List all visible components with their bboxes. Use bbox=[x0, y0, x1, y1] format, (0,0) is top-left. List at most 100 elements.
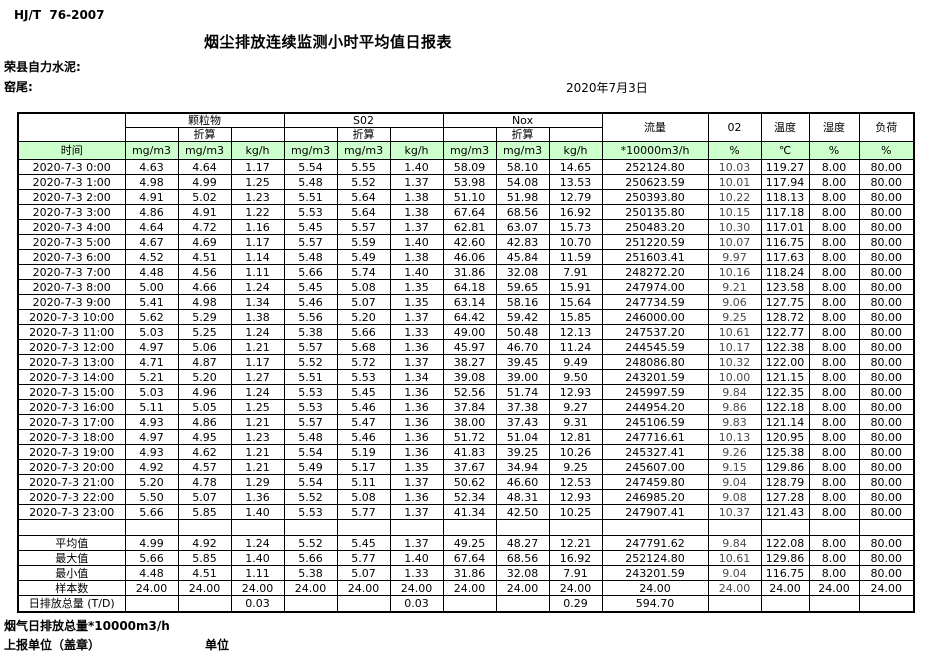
value-cell: 10.17 bbox=[707, 339, 762, 355]
value-cell: 39.08 bbox=[442, 369, 497, 385]
value-cell: 247791.62 bbox=[601, 535, 709, 551]
value-cell: 80.00 bbox=[858, 474, 915, 490]
value-cell: 80.00 bbox=[858, 414, 915, 430]
value-cell: 123.58 bbox=[760, 279, 810, 295]
value-cell: 39.45 bbox=[495, 354, 550, 370]
summary-row: 最小值 4.48 4.51 1.11 5.38 5.07 1.33 31.86 32.08 7.9… bbox=[17, 565, 915, 581]
time-cell: 2020-7-3 21:00 bbox=[17, 474, 126, 490]
time-cell: 2020-7-3 2:00 bbox=[17, 189, 126, 205]
summary-label: 样本数 bbox=[17, 580, 126, 596]
value-cell: 243201.59 bbox=[601, 565, 709, 581]
value-cell: 24.00 bbox=[495, 580, 550, 596]
empty-cell bbox=[389, 519, 444, 536]
value-cell: 5.17 bbox=[336, 459, 391, 475]
value-cell: 1.40 bbox=[389, 550, 444, 566]
group-header-so2: S02 bbox=[283, 112, 444, 128]
value-cell: 80.00 bbox=[858, 489, 915, 505]
value-cell: 8.00 bbox=[808, 264, 860, 280]
value-cell: 1.37 bbox=[389, 504, 444, 520]
value-cell: 5.45 bbox=[336, 535, 391, 551]
time-cell: 2020-7-3 8:00 bbox=[17, 279, 126, 295]
value-cell: 8.00 bbox=[808, 159, 860, 175]
value-cell: 5.03 bbox=[124, 324, 179, 340]
value-cell: 9.26 bbox=[707, 444, 762, 460]
value-cell: 8.00 bbox=[808, 414, 860, 430]
page-title: 烟尘排放连续监测小时平均值日报表 bbox=[203, 33, 452, 51]
value-cell: 7.91 bbox=[548, 565, 603, 581]
value-cell: 24.00 bbox=[760, 580, 810, 596]
value-cell: 4.93 bbox=[124, 414, 179, 430]
value-cell: 4.92 bbox=[177, 535, 232, 551]
value-cell: 12.53 bbox=[548, 474, 603, 490]
value-cell: 1.33 bbox=[389, 324, 444, 340]
value-cell: 247716.61 bbox=[601, 429, 709, 445]
value-cell: 54.08 bbox=[495, 174, 550, 190]
value-cell: 5.85 bbox=[177, 550, 232, 566]
data-row: 2020-7-3 18:00 4.97 4.95 1.23 5.48 5.46 1.36 51… bbox=[17, 429, 915, 445]
data-row: 2020-7-3 7:00 4.48 4.56 1.11 5.66 5.74 1.40 31.… bbox=[17, 264, 915, 280]
value-cell: 1.40 bbox=[230, 504, 285, 520]
value-cell: 80.00 bbox=[858, 535, 915, 551]
unit-cell: mg/m3 bbox=[336, 141, 391, 160]
value-cell: 1.37 bbox=[389, 174, 444, 190]
value-cell: 121.14 bbox=[760, 414, 810, 430]
value-cell: 58.16 bbox=[495, 294, 550, 310]
value-cell: 5.45 bbox=[283, 279, 338, 295]
value-cell: 4.98 bbox=[177, 294, 232, 310]
value-cell: 9.97 bbox=[707, 249, 762, 265]
value-cell: 1.17 bbox=[230, 354, 285, 370]
summary-label: 日排放总量 (T/D) bbox=[17, 595, 126, 613]
value-cell: 4.95 bbox=[177, 429, 232, 445]
time-cell: 2020-7-3 4:00 bbox=[17, 219, 126, 235]
value-cell: 45.84 bbox=[495, 249, 550, 265]
data-row: 2020-7-3 12:00 4.97 5.06 1.21 5.57 5.68 1.36 45… bbox=[17, 339, 915, 355]
value-cell: 1.23 bbox=[230, 429, 285, 445]
value-cell: 52.34 bbox=[442, 489, 497, 505]
time-cell: 2020-7-3 15:00 bbox=[17, 384, 126, 400]
value-cell: 5.54 bbox=[283, 474, 338, 490]
value-cell: 16.92 bbox=[548, 550, 603, 566]
value-cell: 5.20 bbox=[336, 309, 391, 325]
value-cell: 59.65 bbox=[495, 279, 550, 295]
value-cell: 9.25 bbox=[548, 459, 603, 475]
value-cell: 4.64 bbox=[177, 159, 232, 175]
value-cell: 46.06 bbox=[442, 249, 497, 265]
converted-label-nox: 折算 bbox=[495, 127, 550, 142]
value-cell: 10.01 bbox=[707, 174, 762, 190]
value-cell: 80.00 bbox=[858, 264, 915, 280]
unit-cell: kg/h bbox=[230, 141, 285, 160]
value-cell: 11.24 bbox=[548, 339, 603, 355]
value-cell: 12.81 bbox=[548, 429, 603, 445]
value-cell: 5.46 bbox=[336, 399, 391, 415]
value-cell: 1.11 bbox=[230, 565, 285, 581]
time-cell: 2020-7-3 20:00 bbox=[17, 459, 126, 475]
value-cell: 9.50 bbox=[548, 369, 603, 385]
value-cell: 1.40 bbox=[389, 264, 444, 280]
data-row: 2020-7-3 3:00 4.86 4.91 1.22 5.53 5.64 1.38 67.… bbox=[17, 204, 915, 220]
value-cell: 24.00 bbox=[707, 580, 762, 596]
value-cell: 1.16 bbox=[230, 219, 285, 235]
value-cell: 5.53 bbox=[283, 204, 338, 220]
value-cell bbox=[495, 595, 550, 613]
col-header-load: 负荷 bbox=[858, 112, 915, 142]
value-cell: 4.97 bbox=[124, 429, 179, 445]
value-cell: 53.98 bbox=[442, 174, 497, 190]
converted-label-pm: 折算 bbox=[177, 127, 232, 142]
value-cell: 1.38 bbox=[389, 204, 444, 220]
time-cell: 2020-7-3 13:00 bbox=[17, 354, 126, 370]
value-cell: 5.53 bbox=[283, 384, 338, 400]
time-cell: 2020-7-3 3:00 bbox=[17, 204, 126, 220]
value-cell: 122.18 bbox=[760, 399, 810, 415]
value-cell: 4.64 bbox=[124, 219, 179, 235]
value-cell: 9.06 bbox=[707, 294, 762, 310]
converted-label-so2: 折算 bbox=[336, 127, 391, 142]
value-cell: 31.86 bbox=[442, 565, 497, 581]
value-cell: 1.38 bbox=[389, 189, 444, 205]
value-cell: 4.78 bbox=[177, 474, 232, 490]
value-cell: 4.51 bbox=[177, 565, 232, 581]
value-cell: 31.86 bbox=[442, 264, 497, 280]
value-cell: 5.38 bbox=[283, 324, 338, 340]
value-cell: 9.15 bbox=[707, 459, 762, 475]
value-cell: 1.40 bbox=[389, 234, 444, 250]
value-cell: 41.34 bbox=[442, 504, 497, 520]
